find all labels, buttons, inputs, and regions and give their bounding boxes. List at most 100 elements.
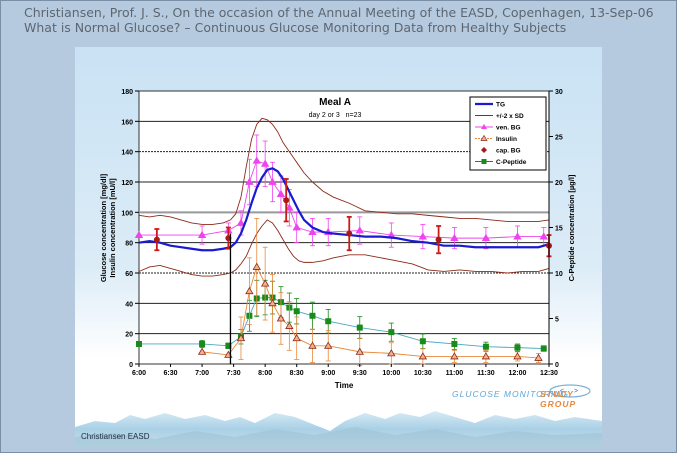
insulin-point — [292, 333, 301, 342]
insulin-point — [276, 314, 286, 322]
y-tick-label-left: 0 — [129, 362, 133, 369]
y-tick-label-right: 10 — [555, 271, 563, 278]
insulin-point — [481, 352, 491, 360]
x-tick-label: 12:00 — [509, 370, 527, 377]
y-tick-label-left: 20 — [125, 332, 133, 339]
ven-bg-point — [513, 232, 522, 240]
y-tick-label-left: 40 — [125, 301, 133, 308]
chart-title: Meal A — [319, 97, 351, 108]
y-tick-label-left: 60 — [125, 271, 133, 278]
x-tick-label: 12:30 — [540, 370, 558, 377]
y-axis-label-left-2: Insulin concentration [mU/l] — [108, 178, 117, 278]
x-tick-label: 6:00 — [132, 370, 146, 377]
c-peptide-point — [309, 312, 316, 319]
insulin-point — [418, 352, 428, 360]
glacier-shadow — [75, 427, 602, 447]
x-tick-label: 9:00 — [321, 370, 335, 377]
x-tick-label: 11:30 — [477, 370, 495, 377]
x-tick-label: 9:30 — [353, 370, 367, 377]
header-line-2: What is Normal Glucose? – Continuous Glu… — [24, 20, 567, 35]
ven-bg-point — [260, 159, 270, 167]
ven-bg-point — [276, 189, 286, 198]
legend-entry-2-x-sd-label: +/-2 x SD — [496, 113, 524, 120]
ven-bg-point — [197, 230, 207, 238]
logo-swoosh-icon: < > — [549, 384, 591, 398]
cap-bg-point — [346, 230, 353, 237]
insulin-point — [450, 352, 459, 360]
glacier-banner — [75, 411, 602, 447]
legend-box — [469, 96, 547, 171]
ven-bg-point — [252, 156, 261, 164]
insulin-point — [252, 262, 261, 270]
insulin-point — [355, 347, 364, 355]
cap-bg-point — [153, 236, 160, 243]
x-tick-label: 11:00 — [446, 370, 464, 377]
logo-text-2: STUDY GROUP — [540, 389, 577, 409]
y-tick-label-right: 30 — [555, 89, 563, 96]
legend-entry-insulin-label: Insulin — [496, 136, 517, 143]
legend-entry-c-peptide-label: C-Peptide — [496, 159, 527, 166]
insulin-point — [260, 279, 270, 287]
ven-bg-point — [292, 223, 301, 231]
legend-entry-tg-label: TG — [496, 102, 505, 109]
sd-upper-line — [138, 117, 550, 225]
c-peptide-point — [356, 324, 363, 331]
c-peptide-point — [388, 329, 395, 336]
header-line-1: Christiansen, Prof. J. S., On the occasi… — [24, 5, 654, 20]
cap-bg-point — [435, 236, 442, 243]
y-tick-label-right: 25 — [555, 135, 563, 142]
insulin-point — [245, 286, 254, 295]
insulin-point — [268, 299, 277, 307]
c-peptide-point — [225, 342, 232, 349]
ven-bg-point — [236, 218, 246, 226]
ven-bg-point — [450, 233, 459, 242]
ven-bg-point — [245, 177, 254, 185]
y-tick-label-left: 160 — [121, 119, 133, 126]
y-tick-label-right: 20 — [555, 180, 563, 187]
c-peptide-point — [540, 345, 547, 352]
c-peptide-point — [514, 344, 521, 351]
legend-entry-cap-bg-marker — [481, 147, 487, 153]
credit-label: Christiansen EASD — [81, 432, 150, 441]
insulin-point — [308, 341, 317, 349]
chart-legend: TG +/-2 x SD ven. BG Insulin cap. BG C-Peptid… — [469, 96, 547, 171]
chart-subtitle: day 2 or 3 n=23 — [309, 112, 362, 119]
x-tick-label: 7:00 — [195, 370, 209, 377]
ven-bg-line — [139, 160, 544, 239]
insulin-point — [197, 347, 207, 355]
x-tick-label: 7:30 — [227, 370, 241, 377]
ven-bg-point — [285, 203, 294, 211]
legend-entry-insulin-marker — [480, 134, 488, 141]
legend-entry-ven-bg-marker — [481, 124, 487, 129]
y-tick-label-left: 140 — [121, 150, 133, 157]
insulin-point — [387, 349, 396, 357]
insulin-point — [513, 352, 522, 360]
x-tick-label: 10:00 — [382, 370, 400, 377]
y-tick-label-left: 80 — [125, 241, 133, 248]
ven-bg-point — [268, 177, 277, 185]
y-tick-label-left: 100 — [121, 210, 133, 217]
logo-text-1: GLUCOSE MONITORING — [452, 389, 570, 399]
y-tick-label-left: 120 — [121, 180, 133, 187]
ven-bg-point — [481, 233, 491, 242]
y-axis-label-left-1: Glucose concentration [mg/dl] — [99, 173, 108, 282]
y-tick-label-right: 15 — [555, 226, 563, 233]
y-tick-label-right: 0 — [555, 362, 559, 369]
c-peptide-point — [199, 340, 206, 347]
c-peptide-point — [419, 338, 426, 345]
x-tick-label: 6:30 — [164, 370, 178, 377]
svg-text:<: < — [560, 388, 564, 395]
c-peptide-point — [136, 340, 142, 347]
insulin-point — [236, 333, 246, 342]
tg-line — [138, 167, 550, 252]
svg-text:>: > — [574, 388, 578, 395]
c-peptide-point — [325, 318, 332, 325]
study-group-logo: < > GLUCOSE MONITORING STUDY GROUP — [452, 383, 592, 409]
cap-bg-point — [283, 197, 290, 204]
insulin-point — [285, 321, 294, 329]
insulin-point — [324, 341, 333, 349]
c-peptide-point — [451, 340, 458, 347]
x-tick-label: 8:00 — [258, 370, 272, 377]
x-tick-label: 10:30 — [414, 370, 432, 377]
